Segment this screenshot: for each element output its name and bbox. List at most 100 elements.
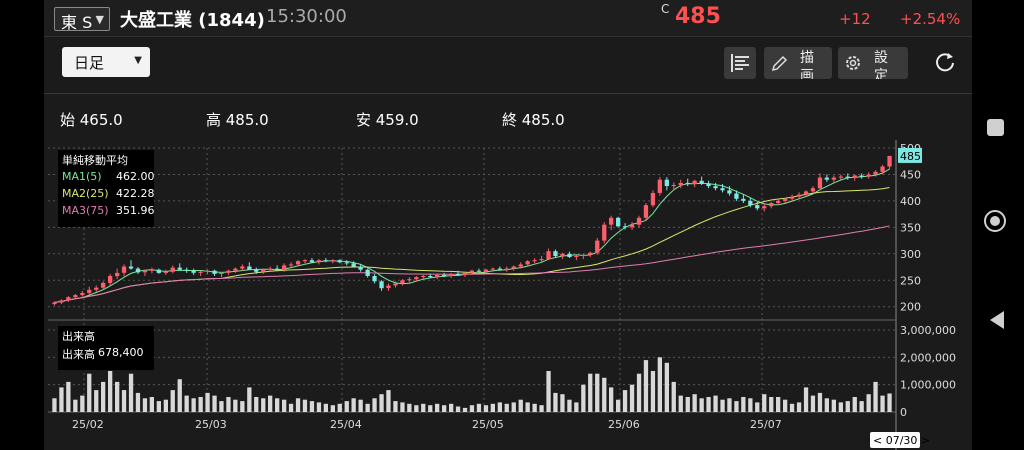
volume-bar bbox=[247, 387, 252, 412]
last-price-tag bbox=[898, 147, 922, 163]
volume-bar bbox=[87, 373, 92, 412]
candle bbox=[595, 240, 600, 253]
draw-button[interactable]: 描画 bbox=[764, 47, 832, 79]
candle bbox=[817, 177, 823, 189]
candle bbox=[490, 268, 495, 270]
period-select[interactable]: 日足 ▼ bbox=[62, 47, 150, 77]
volume-bar bbox=[873, 381, 878, 412]
volume-bar bbox=[755, 402, 760, 412]
candle bbox=[866, 174, 871, 177]
volume-bar bbox=[330, 405, 335, 412]
chart-toolbar: 日足 ▼ 描画 設定 bbox=[44, 37, 972, 93]
price-change: +12 bbox=[839, 10, 871, 28]
settings-button[interactable]: 設定 bbox=[838, 47, 908, 79]
volume-bar bbox=[866, 394, 871, 412]
volume-bar bbox=[323, 403, 328, 412]
candle bbox=[163, 271, 168, 273]
volume-bar bbox=[789, 403, 795, 412]
candle bbox=[52, 302, 57, 305]
candle bbox=[880, 166, 885, 172]
indicator-list-button[interactable] bbox=[724, 47, 756, 79]
volume-bar bbox=[490, 403, 495, 412]
open-price: 始 465.0 bbox=[60, 111, 123, 129]
settings-label: 設定 bbox=[874, 50, 888, 79]
price-change-percent: +2.54% bbox=[900, 10, 961, 28]
candle bbox=[282, 265, 287, 270]
candle bbox=[94, 287, 99, 290]
period-label: 日足 bbox=[74, 54, 105, 72]
candle bbox=[316, 260, 322, 263]
candle bbox=[358, 266, 363, 270]
candle bbox=[574, 255, 579, 257]
volume-bar bbox=[254, 397, 259, 412]
candle bbox=[783, 198, 788, 201]
candle bbox=[108, 276, 113, 283]
candle bbox=[170, 267, 175, 272]
candle bbox=[414, 277, 419, 280]
volume-bar bbox=[803, 387, 809, 412]
back-button[interactable] bbox=[990, 311, 1004, 329]
ma3-label: MA3(75) bbox=[62, 204, 109, 217]
volume-bar bbox=[386, 390, 391, 412]
volume-tick-label: 3,000,000 bbox=[900, 324, 956, 337]
candle bbox=[309, 260, 315, 263]
volume-bar bbox=[762, 394, 767, 412]
candle bbox=[622, 226, 628, 228]
candle bbox=[776, 200, 781, 203]
volume-value: 678,400 bbox=[98, 346, 144, 359]
candle bbox=[66, 297, 71, 301]
ma3-value: 351.96 bbox=[116, 204, 155, 217]
volume-bar bbox=[205, 392, 210, 412]
volume-bar bbox=[295, 398, 301, 412]
volume-bar bbox=[219, 401, 224, 412]
candle bbox=[852, 175, 857, 178]
candle bbox=[497, 268, 502, 270]
candle bbox=[247, 266, 252, 270]
candle bbox=[560, 253, 565, 256]
candle bbox=[796, 194, 802, 197]
candle bbox=[59, 300, 64, 303]
exchange-selector[interactable]: 東 S ▼ bbox=[54, 7, 110, 32]
volume-bar bbox=[483, 405, 489, 412]
candle bbox=[149, 269, 154, 271]
recents-button[interactable] bbox=[987, 119, 1004, 136]
volume-bar bbox=[727, 398, 732, 412]
volume-bar bbox=[455, 406, 461, 412]
refresh-icon[interactable] bbox=[934, 51, 956, 73]
candle bbox=[351, 263, 356, 267]
close-price: 終 485.0 bbox=[502, 111, 565, 129]
candle bbox=[73, 295, 78, 298]
volume-bar bbox=[414, 405, 419, 412]
price-tick-label: 450 bbox=[900, 168, 921, 181]
home-button[interactable] bbox=[984, 210, 1006, 232]
current-price: 485 bbox=[675, 4, 721, 29]
volume-bar bbox=[358, 399, 363, 412]
volume-bar bbox=[156, 401, 161, 412]
candle bbox=[372, 276, 377, 282]
candle bbox=[789, 196, 795, 199]
price-volume-chart[interactable]: 5004504003503002502003,000,0002,000,0001… bbox=[44, 140, 972, 450]
low-price: 安 459.0 bbox=[356, 111, 419, 129]
candle bbox=[442, 275, 447, 277]
volume-bar bbox=[344, 401, 349, 412]
volume-bar bbox=[149, 397, 154, 412]
date-tick-label: 25/02 bbox=[72, 418, 104, 431]
volume-bar bbox=[198, 397, 203, 412]
volume-bar bbox=[629, 384, 635, 412]
volume-bar bbox=[108, 371, 113, 412]
candle bbox=[135, 268, 141, 273]
candle bbox=[824, 177, 829, 180]
candle bbox=[205, 270, 210, 272]
candle bbox=[803, 191, 809, 195]
candle bbox=[421, 276, 426, 278]
candle bbox=[449, 273, 454, 276]
volume-bar bbox=[128, 373, 134, 412]
candle bbox=[762, 206, 767, 209]
volume-bar bbox=[518, 399, 523, 412]
volume-legend: 出来高 出来高 678,400 bbox=[58, 326, 154, 370]
candle bbox=[191, 270, 196, 273]
candle bbox=[713, 186, 718, 189]
volume-tick-label: 1,000,000 bbox=[900, 379, 956, 392]
candle bbox=[678, 182, 683, 185]
volume-bar bbox=[525, 402, 530, 412]
